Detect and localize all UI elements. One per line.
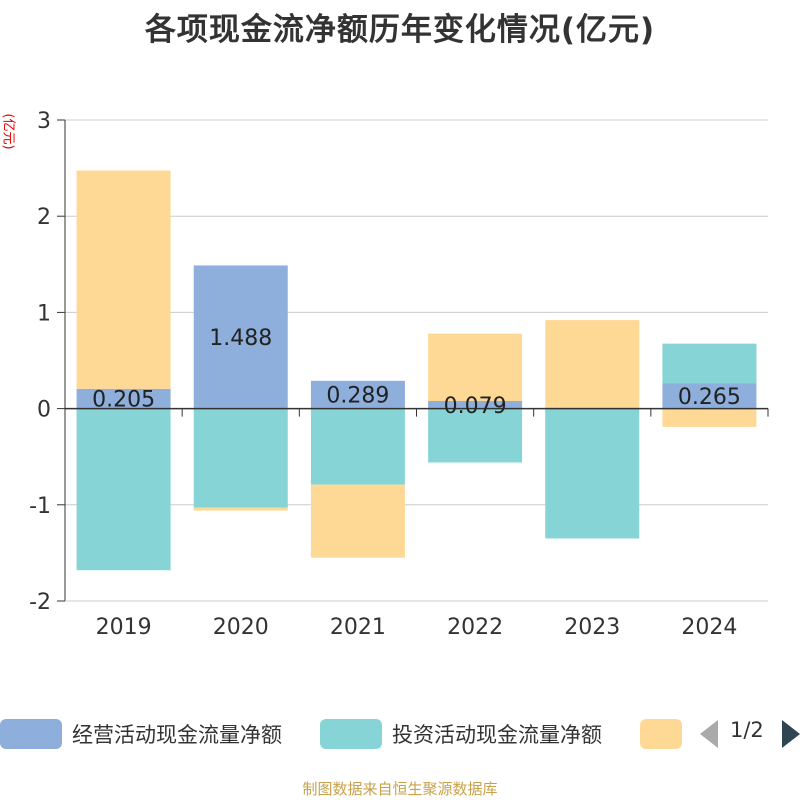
bar-financing-2024[interactable]: [662, 408, 757, 427]
bar-investing-2020[interactable]: [193, 408, 288, 508]
x-tick-label: 2019: [96, 615, 152, 640]
bar-financing-2023[interactable]: [545, 320, 640, 408]
data-label-operating-2019: 0.205: [92, 388, 155, 413]
y-tick-label: 0: [37, 398, 51, 423]
bar-investing-2021[interactable]: [310, 408, 405, 485]
bar-financing-2020[interactable]: [193, 507, 288, 511]
bar-operating-2024[interactable]: [662, 383, 757, 409]
legend-item-investing[interactable]: 投资活动现金流量净额: [320, 716, 602, 752]
legend: 经营活动现金流量净额 投资活动现金流量净额: [0, 716, 800, 752]
y-tick-label: 1: [37, 301, 51, 326]
x-tick-label: 2022: [447, 615, 503, 640]
x-tick-label: 2021: [330, 615, 386, 640]
legend-prev-page-icon[interactable]: [700, 720, 718, 748]
y-tick-label: 3: [37, 109, 51, 134]
bar-financing-2019[interactable]: [76, 170, 171, 389]
bar-operating-2019[interactable]: [76, 388, 171, 409]
source-note: 制图数据来自恒生聚源数据库: [302, 780, 498, 798]
legend-item-financing[interactable]: [640, 716, 682, 752]
data-label-operating-2020: 1.488: [209, 326, 272, 351]
y-tick-label: 2: [37, 205, 51, 230]
bar-financing-2022[interactable]: [428, 333, 523, 402]
bar-operating-2022[interactable]: [428, 401, 523, 409]
legend-swatch-operating: [0, 719, 62, 749]
x-tick-label: 2024: [681, 615, 737, 640]
legend-next-page-icon[interactable]: [782, 720, 800, 748]
bar-investing-2022[interactable]: [428, 408, 523, 463]
bar-operating-2020[interactable]: [193, 265, 288, 409]
legend-label-investing: 投资活动现金流量净额: [392, 723, 602, 747]
y-tick-label: -1: [29, 494, 51, 519]
legend-label-operating: 经营活动现金流量净额: [72, 723, 282, 747]
bars: [76, 170, 757, 571]
bar-investing-2019[interactable]: [76, 408, 171, 571]
axes: -2 -1 0 1 2 3 2019 2020 2021 2022 2023 2024: [29, 109, 769, 640]
data-label-operating-2022: 0.079: [444, 394, 507, 419]
legend-swatch-financing: [640, 719, 682, 749]
bar-operating-2021[interactable]: [310, 380, 405, 409]
data-labels: 0.205 1.488 0.289 0.079 0.265: [92, 326, 741, 419]
data-label-operating-2024: 0.265: [678, 385, 741, 410]
legend-swatch-investing: [320, 719, 382, 749]
data-label-operating-2021: 0.289: [326, 384, 389, 409]
bar-financing-2021[interactable]: [310, 484, 405, 558]
legend-page-indicator: 1/2: [730, 718, 764, 742]
y-tick-label: -2: [29, 590, 51, 615]
x-tick-label: 2020: [213, 615, 269, 640]
bar-investing-2023[interactable]: [545, 408, 640, 539]
legend-item-operating[interactable]: 经营活动现金流量净额: [0, 716, 282, 752]
bar-investing-2024[interactable]: [662, 343, 757, 384]
chart-title: 各项现金流净额历年变化情况(亿元): [144, 12, 656, 48]
x-tick-label: 2023: [564, 615, 620, 640]
